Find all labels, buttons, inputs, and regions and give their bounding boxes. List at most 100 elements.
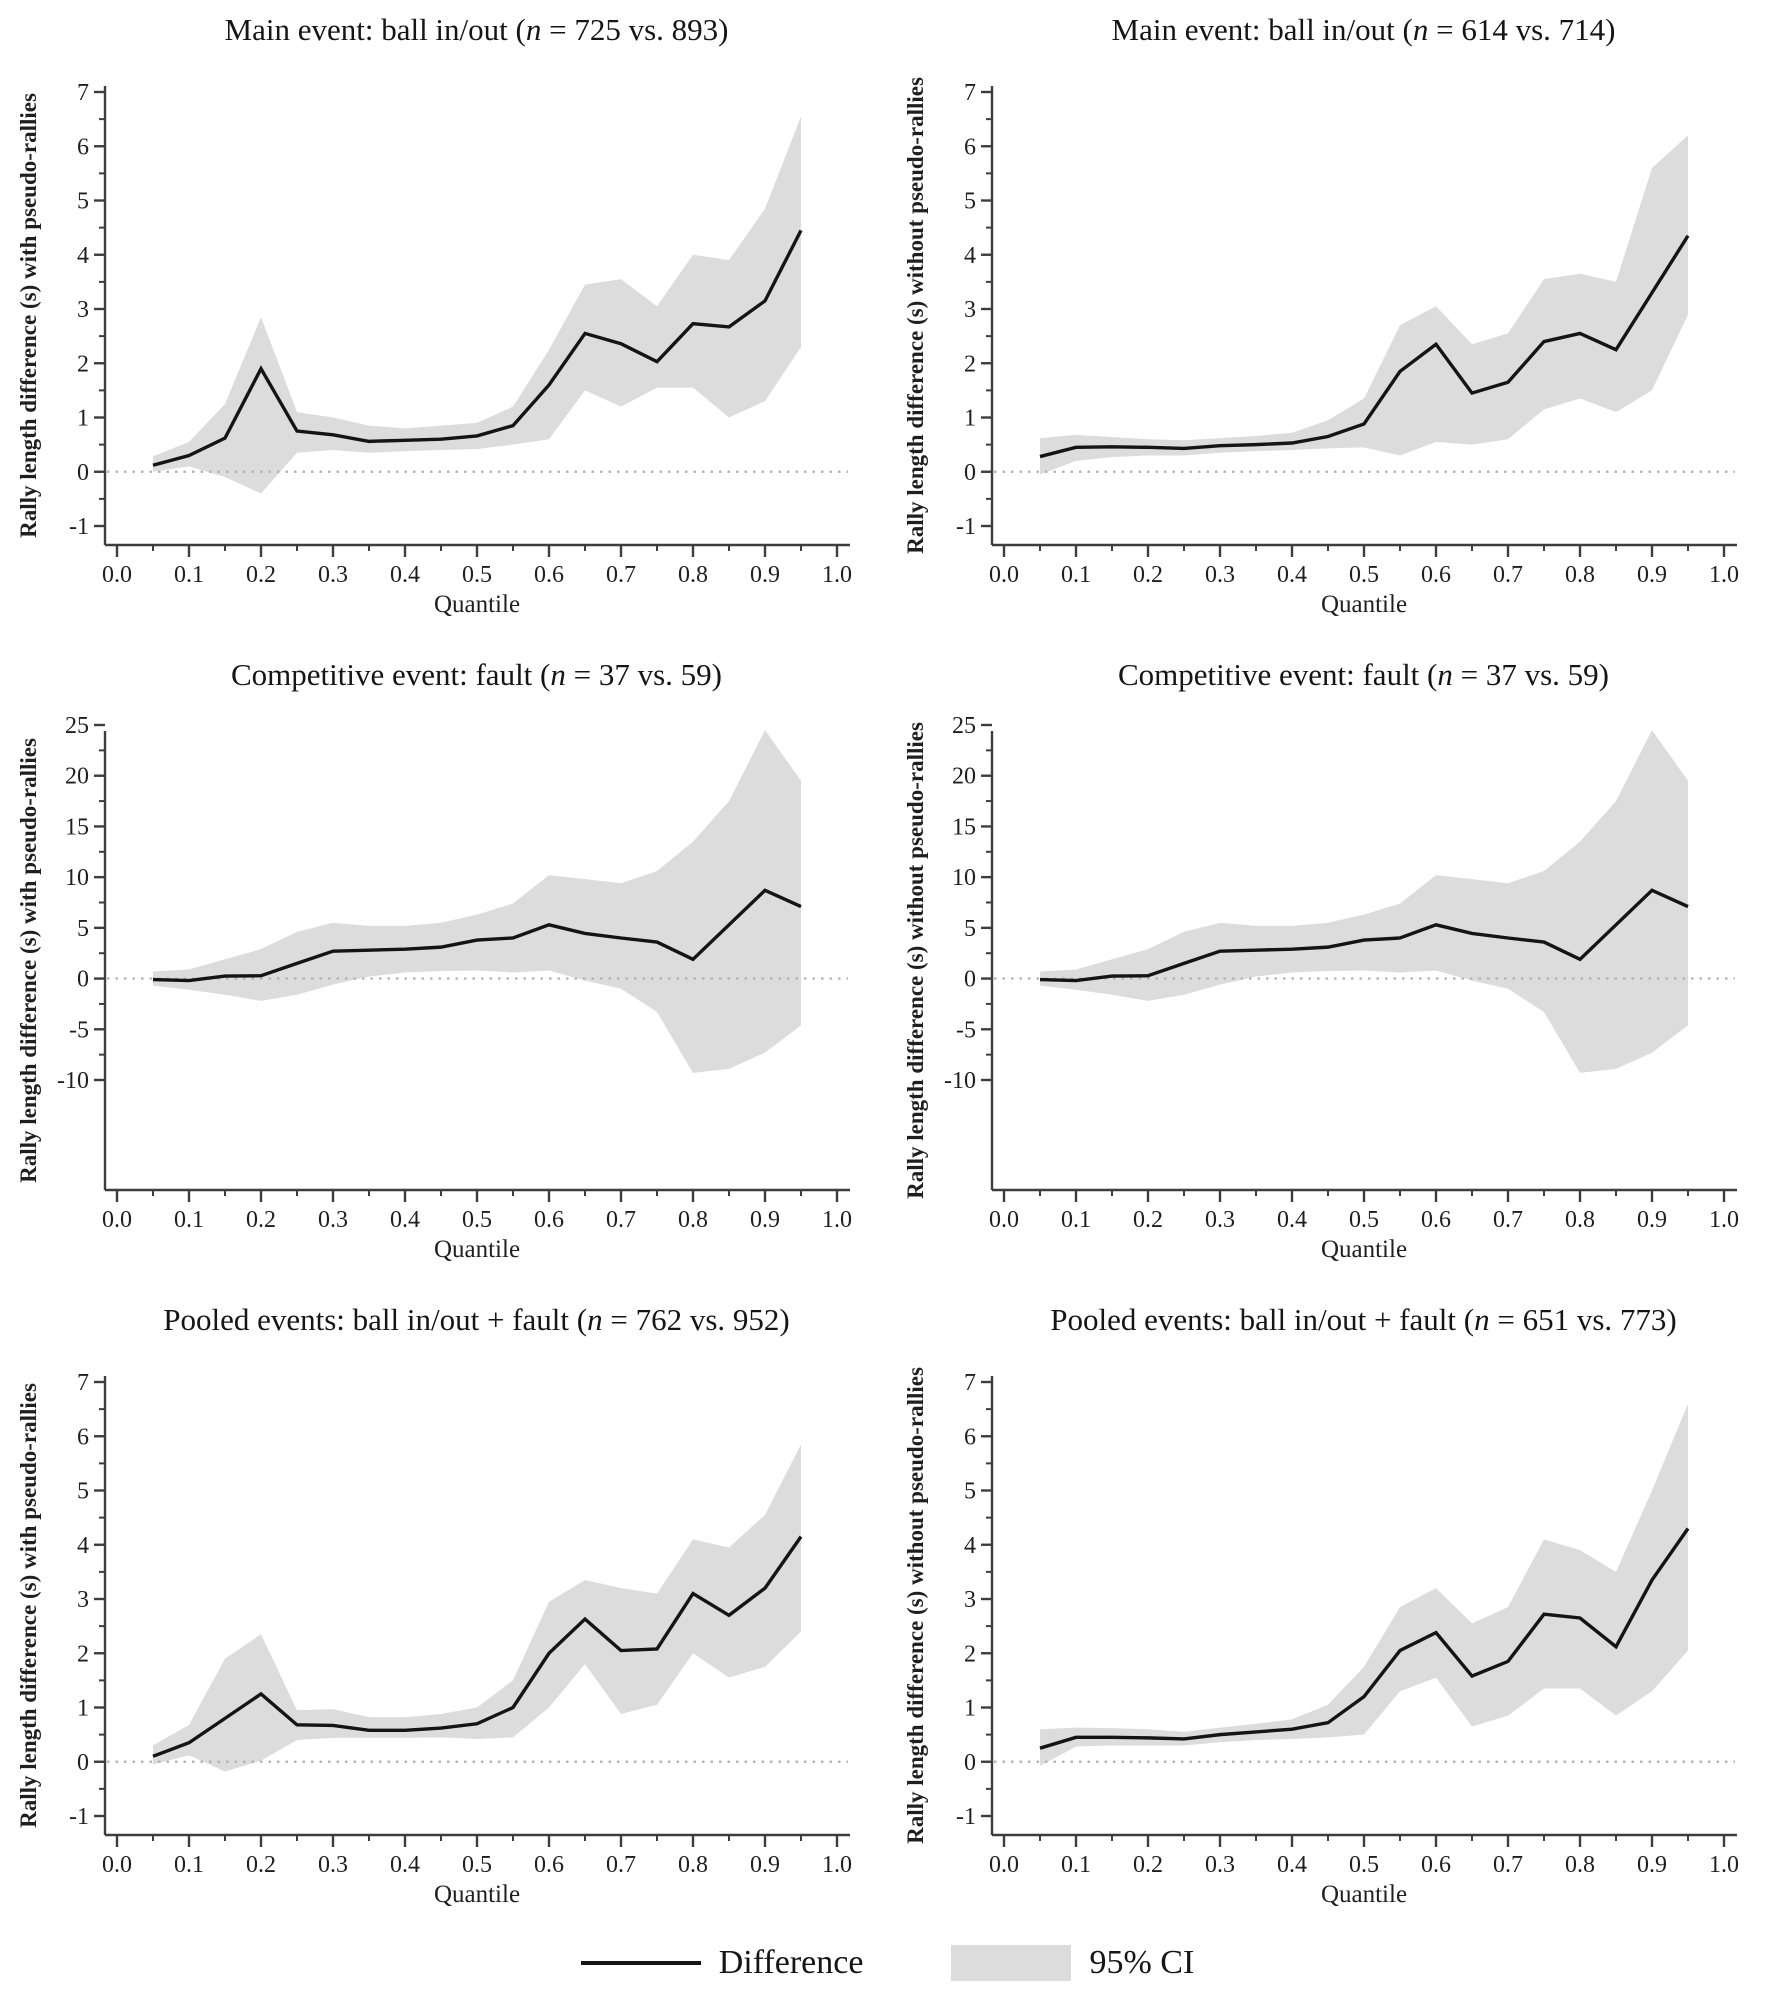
ci-band	[153, 1444, 801, 1772]
x-tick-label: 0.6	[1421, 562, 1451, 588]
x-tick-label: 0.9	[750, 1207, 780, 1233]
chart-title-text: = 614 vs. 714)	[1428, 12, 1616, 47]
y-tick-label: 4	[77, 243, 89, 269]
x-axis-label: Quantile	[434, 1236, 520, 1263]
x-axis-label: Quantile	[434, 1881, 520, 1908]
difference-line	[1039, 888, 1689, 983]
legend-ci-label: 95% CI	[1089, 1943, 1195, 1981]
x-axis-label: Quantile	[1321, 1236, 1407, 1263]
y-tick-label: 5	[77, 189, 89, 215]
y-axis-label: Rally length difference (s) without pseu…	[903, 1367, 928, 1844]
x-tick-label: 1.0	[822, 562, 852, 588]
x-tick-label: 0.9	[750, 562, 780, 588]
chart-title: Pooled events: ball in/out + fault (n = …	[887, 1302, 1774, 1338]
chart-title-n: n	[525, 12, 542, 47]
chart-title-n: n	[587, 1302, 603, 1337]
y-tick-label: 25	[65, 713, 89, 739]
chart-title-text: = 37 vs. 59)	[1452, 657, 1609, 692]
x-tick-label: 0.4	[390, 1852, 420, 1878]
x-tick-label: 0.4	[1277, 562, 1307, 588]
x-tick-label: 0.3	[318, 1207, 348, 1233]
legend-spacer	[881, 1962, 933, 1963]
chart-canvas: -10 -5 0 5 10 15 20 25 0.0 0.1 0.2 0.3 0.4 0.5 0.6 0.7 0…	[16, 713, 852, 1263]
x-tick-label: 0.9	[1637, 1852, 1667, 1878]
y-tick-label: 15	[952, 814, 976, 840]
y-axis-label: Rally length difference (s) without pseu…	[903, 722, 928, 1199]
x-tick-label: 0.6	[534, 1852, 564, 1878]
y-tick-label: -5	[956, 1017, 976, 1043]
x-tick-label: 0.8	[678, 562, 708, 588]
y-tick-label: 7	[77, 80, 89, 106]
y-tick-label: -1	[69, 514, 89, 540]
y-tick-label: -1	[956, 514, 976, 540]
x-tick-label: 0.7	[606, 1207, 636, 1233]
chart-title: Competitive event: fault (n = 37 vs. 59)	[887, 657, 1774, 693]
ci-band	[1040, 135, 1688, 475]
y-tick-label: 1	[964, 406, 976, 432]
x-tick-label: 0.9	[1637, 1207, 1667, 1233]
chart-title-n: n	[1412, 12, 1429, 47]
chart-panel-fault-with-pseudo: Competitive event: fault (n = 37 vs. 59)…	[0, 645, 887, 1290]
y-tick-label: 2	[77, 351, 89, 377]
x-tick-label: 0.2	[246, 562, 276, 588]
chart-title: Main event: ball in/out (n = 725 vs. 893…	[0, 12, 887, 48]
x-tick-label: 0.2	[246, 1852, 276, 1878]
x-tick-label: 0.6	[534, 562, 564, 588]
y-tick-label: 3	[77, 1587, 89, 1613]
y-tick-label: 1	[77, 1696, 89, 1722]
x-tick-label: 0.3	[318, 562, 348, 588]
y-tick-label: -10	[57, 1068, 89, 1094]
legend-difference-label: Difference	[718, 1943, 864, 1981]
chart-title-text: = 725 vs. 893)	[541, 12, 729, 47]
y-tick-label: 7	[964, 80, 976, 106]
y-tick-label: 5	[964, 189, 976, 215]
chart-title-text: Main event: ball in/out (	[1111, 12, 1413, 47]
x-tick-label: 0.4	[1277, 1207, 1307, 1233]
x-tick-label: 0.0	[989, 1207, 1019, 1233]
x-tick-label: 0.5	[1349, 1852, 1379, 1878]
x-tick-label: 1.0	[822, 1852, 852, 1878]
chart-title-text: = 762 vs. 952)	[602, 1302, 790, 1337]
y-tick-label: 2	[964, 351, 976, 377]
chart-panel-pooled-with-pseudo: Pooled events: ball in/out + fault (n = …	[0, 1290, 887, 1935]
chart-panel-main-with-pseudo: Main event: ball in/out (n = 725 vs. 893…	[0, 0, 887, 645]
y-tick-label: 3	[964, 297, 976, 323]
chart-title-n: n	[550, 657, 566, 692]
x-tick-label: 0.3	[1205, 1852, 1235, 1878]
chart-panel-main-without-pseudo: Main event: ball in/out (n = 614 vs. 714…	[887, 0, 1774, 645]
y-tick-label: 15	[65, 814, 89, 840]
y-tick-label: 6	[77, 134, 89, 160]
chart-canvas: -10 -5 0 5 10 15 20 25 0.0 0.1 0.2 0.3 0.4 0.5 0.6 0.7 0…	[903, 713, 1739, 1263]
y-tick-label: 0	[964, 460, 976, 486]
y-tick-label: 20	[952, 764, 976, 790]
x-tick-label: 0.8	[678, 1207, 708, 1233]
y-tick-label: -10	[944, 1068, 976, 1094]
x-tick-label: 0.1	[174, 562, 204, 588]
y-tick-label: 5	[964, 1479, 976, 1505]
chart-canvas: -1 0 1 2 3 4 5 6 7 0.0 0.1 0.2 0.3 0.4 0.5 0.6 0.7 0.8 0.9…	[903, 77, 1739, 618]
y-tick-label: 3	[77, 297, 89, 323]
x-tick-label: 0.2	[246, 1207, 276, 1233]
x-tick-label: 0.5	[1349, 562, 1379, 588]
chart-panel-pooled-without-pseudo: Pooled events: ball in/out + fault (n = …	[887, 1290, 1774, 1935]
x-tick-label: 0.7	[1493, 1207, 1523, 1233]
x-axis-label: Quantile	[434, 591, 520, 618]
legend: Difference 95% CI	[0, 1935, 1775, 1990]
difference-line	[152, 888, 802, 983]
x-tick-label: 0.9	[1637, 562, 1667, 588]
x-tick-label: 0.3	[1205, 562, 1235, 588]
y-tick-label: 2	[77, 1641, 89, 1667]
x-tick-label: 1.0	[822, 1207, 852, 1233]
chart-canvas: -1 0 1 2 3 4 5 6 7 0.0 0.1 0.2 0.3 0.4 0.5 0.6 0.7 0.8 0.9…	[903, 1367, 1739, 1908]
x-tick-label: 0.1	[174, 1207, 204, 1233]
x-tick-label: 0.5	[1349, 1207, 1379, 1233]
x-tick-label: 1.0	[1709, 562, 1739, 588]
difference-line	[1039, 1527, 1690, 1750]
chart-title-text: Main event: ball in/out (	[224, 12, 526, 47]
x-tick-label: 0.6	[1421, 1207, 1451, 1233]
y-tick-label: 0	[964, 1750, 976, 1776]
x-tick-label: 0.5	[462, 1207, 492, 1233]
y-tick-label: 7	[77, 1370, 89, 1396]
x-tick-label: 0.6	[1421, 1852, 1451, 1878]
chart-canvas: -1 0 1 2 3 4 5 6 7 0.0 0.1 0.2 0.3 0.4 0.5 0.6 0.7 0.8 0.9…	[16, 1370, 852, 1908]
